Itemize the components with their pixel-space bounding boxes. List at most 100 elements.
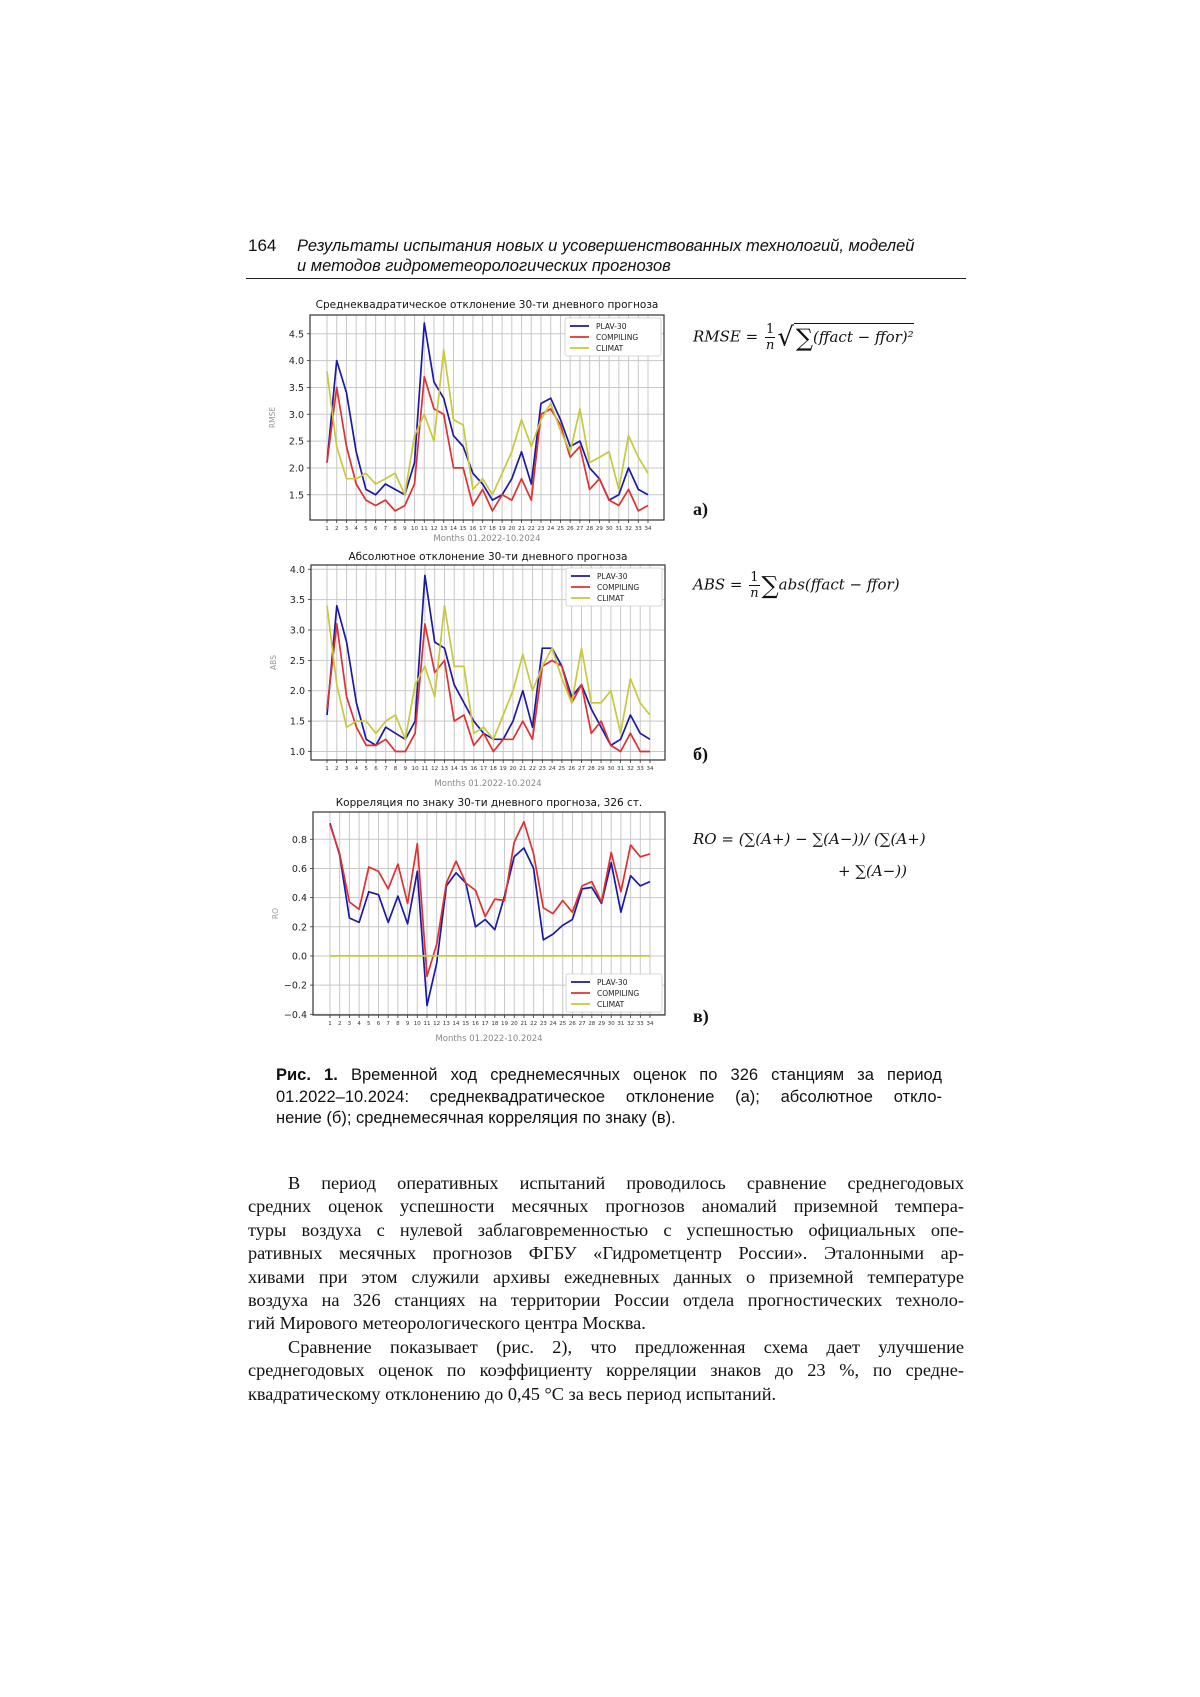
x-tick-label: 16	[472, 1021, 479, 1027]
x-tick-label: 5	[364, 526, 368, 532]
x-tick-label: 33	[637, 766, 644, 772]
numerator: 1	[765, 322, 776, 338]
x-tick-label: 27	[576, 526, 583, 532]
sum-symbol: ∑	[795, 323, 813, 352]
y-tick-label: 3.0	[289, 410, 304, 421]
y-tick-label: 2.0	[290, 686, 305, 697]
legend-label: CLIMAT	[597, 594, 625, 603]
x-tick-label: 25	[557, 526, 564, 532]
header-rule	[246, 278, 966, 279]
x-tick-label: 5	[364, 766, 368, 772]
x-tick-label: 22	[528, 526, 535, 532]
x-tick-label: 23	[539, 766, 546, 772]
ro-formula-line-1: RO = (∑(A+) − ∑(A−))/ (∑(A+)	[693, 830, 926, 848]
x-tick-label: 6	[374, 766, 378, 772]
x-tick-label: 22	[529, 766, 536, 772]
abs-lhs: ABS =	[693, 575, 743, 594]
abs-body: abs(ffact − ffor)	[778, 575, 900, 594]
y-tick-label: 0.4	[292, 893, 307, 904]
x-tick-label: 10	[411, 526, 418, 532]
caption-text: Временной ход среднемесячных оценок по 3…	[337, 1066, 942, 1084]
x-tick-label: 1	[325, 526, 329, 532]
y-tick-label: 1.5	[290, 717, 305, 728]
body-line: ративных месячных прогнозов ФГБУ «Гидром…	[248, 1243, 964, 1264]
denominator: n	[765, 338, 775, 353]
body-line: гий Мирового метеорологического центра М…	[248, 1313, 646, 1334]
x-tick-label: 4	[357, 1021, 361, 1027]
x-tick-label: 27	[579, 1021, 586, 1027]
x-tick-label: 21	[519, 766, 526, 772]
caption-line: Рис. 1. Временной ход среднемесячных оце…	[276, 1065, 942, 1087]
y-tick-label: −0.4	[284, 1010, 307, 1021]
y-tick-label: 1.0	[290, 747, 305, 758]
y-tick-label: 2.5	[289, 437, 304, 448]
body-line: хивами при этом служили архивы ежедневны…	[248, 1266, 964, 1287]
x-tick-label: 31	[615, 526, 622, 532]
x-tick-label: 18	[489, 526, 496, 532]
x-tick-label: 15	[462, 1021, 469, 1027]
body-line: квадратическому отклонению до 0,45 °С за…	[248, 1383, 777, 1404]
x-tick-label: 25	[559, 1021, 566, 1027]
plot-frame	[309, 314, 665, 521]
caption-line: 01.2022–10.2024: среднеквадратическое от…	[276, 1087, 942, 1106]
abs-formula: ABS = 1 n ∑abs(ffact − ffor)	[693, 570, 900, 601]
x-tick-label: 16	[470, 766, 477, 772]
x-tick-label: 8	[396, 1021, 400, 1027]
x-tick-label: 13	[443, 1021, 450, 1027]
ro-formula-line-2: + ∑(A−))	[838, 862, 908, 880]
x-tick-label: 30	[607, 766, 614, 772]
x-tick-label: 17	[482, 1021, 489, 1027]
running-header: Результаты испытания новых и усовершенст…	[297, 236, 977, 276]
rmse-body: (ffact − ffor)²	[813, 327, 914, 346]
plot-frame	[310, 564, 666, 761]
sum-symbol: ∑	[761, 571, 779, 600]
legend-label: PLAV-30	[596, 322, 627, 331]
x-axis-label: Months 01.2022-10.2024	[433, 534, 540, 544]
series-line-plav-30	[329, 822, 651, 1007]
x-tick-label: 2	[335, 766, 339, 772]
x-tick-label: 20	[508, 526, 515, 532]
figure-caption: Рис. 1. Временной ход среднемесячных оце…	[276, 1065, 942, 1130]
series-line-climat	[326, 604, 651, 741]
x-tick-label: 33	[637, 1021, 644, 1027]
x-tick-label: 26	[567, 526, 574, 532]
panel-label-v: в)	[693, 1006, 709, 1026]
x-tick-label: 8	[393, 526, 397, 532]
x-tick-label: 34	[647, 1021, 654, 1027]
x-tick-label: 30	[606, 526, 613, 532]
x-tick-label: 29	[596, 526, 603, 532]
x-tick-label: 29	[598, 1021, 605, 1027]
rmse-formula: RMSE = 1 n √∑(ffact − ffor)²	[693, 322, 914, 353]
x-tick-label: 28	[588, 1021, 595, 1027]
x-tick-label: 8	[394, 766, 398, 772]
x-tick-label: 9	[403, 526, 407, 532]
x-tick-label: 22	[530, 1021, 537, 1027]
x-tick-label: 23	[540, 1021, 547, 1027]
x-tick-label: 3	[345, 526, 349, 532]
x-tick-label: 12	[431, 766, 438, 772]
y-tick-label: 2.5	[290, 656, 305, 667]
x-tick-label: 24	[549, 766, 556, 772]
series-line-plav-30	[326, 574, 651, 747]
x-tick-label: 32	[627, 766, 634, 772]
x-tick-label: 28	[588, 766, 595, 772]
x-tick-label: 29	[598, 766, 605, 772]
legend-label: PLAV-30	[597, 572, 628, 581]
x-tick-label: 15	[460, 526, 467, 532]
y-tick-label: 0.0	[292, 951, 307, 962]
x-tick-label: 11	[421, 526, 428, 532]
x-tick-label: 1	[328, 1021, 332, 1027]
x-tick-label: 24	[550, 1021, 557, 1027]
x-tick-label: 13	[441, 766, 448, 772]
page-number: 164	[248, 236, 277, 255]
x-tick-label: 26	[568, 766, 575, 772]
x-tick-label: 12	[431, 526, 438, 532]
caption-label: Рис. 1.	[276, 1066, 338, 1084]
body-text: В период оперативных испытаний проводило…	[248, 1172, 964, 1406]
legend-label: CLIMAT	[597, 1000, 625, 1009]
body-line: средних оценок успешности месячных прогн…	[248, 1196, 964, 1217]
x-tick-label: 10	[412, 766, 419, 772]
x-tick-label: 7	[386, 1021, 390, 1027]
x-tick-label: 33	[635, 526, 642, 532]
